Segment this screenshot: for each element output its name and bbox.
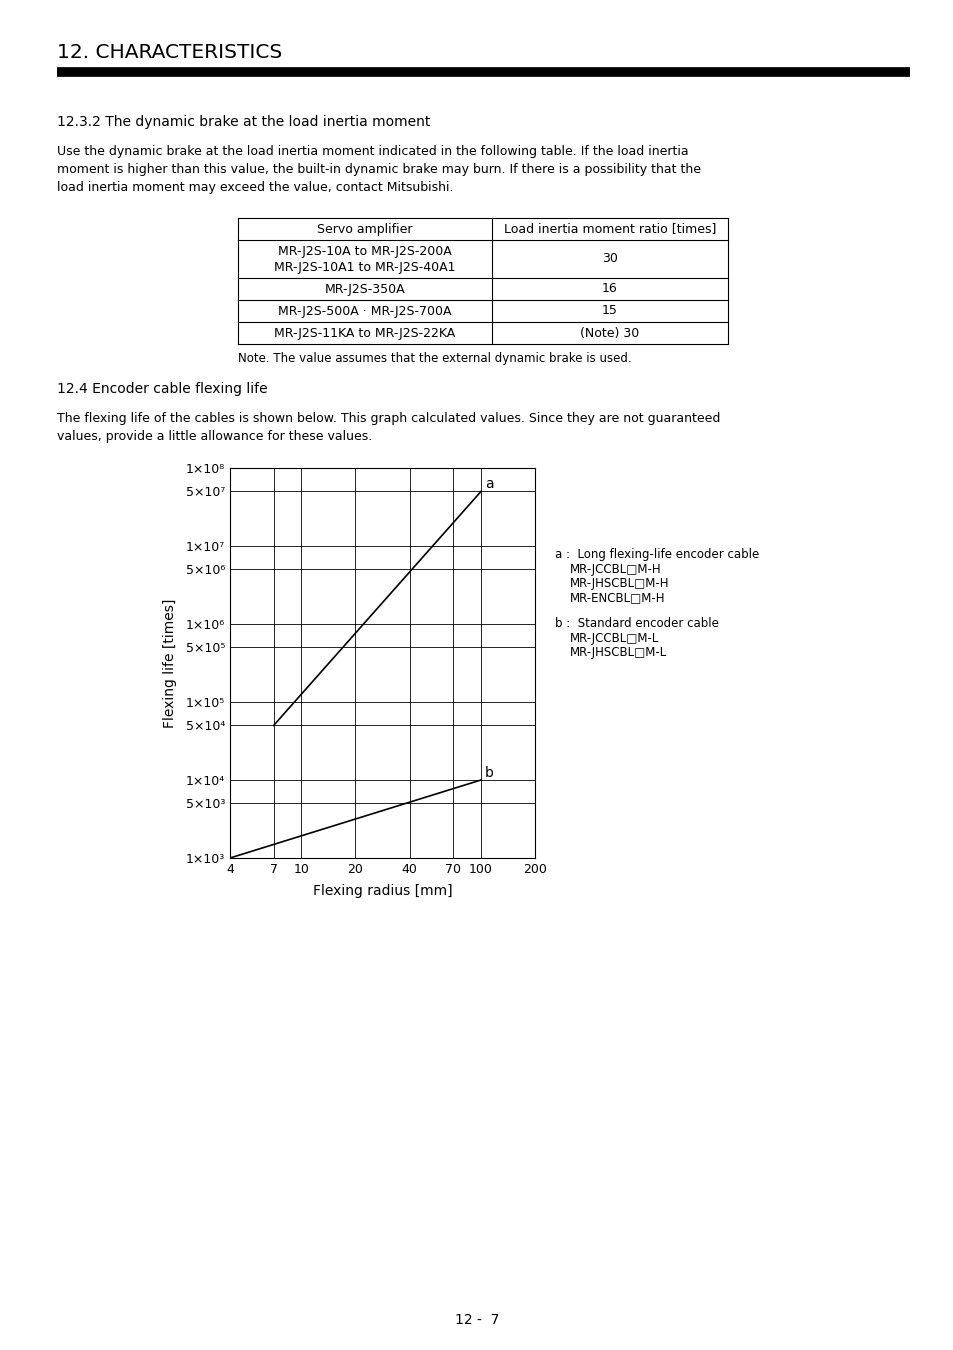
- Text: MR-J2S-500A · MR-J2S-700A: MR-J2S-500A · MR-J2S-700A: [278, 305, 452, 317]
- X-axis label: Flexing radius [mm]: Flexing radius [mm]: [313, 884, 452, 898]
- Text: load inertia moment may exceed the value, contact Mitsubishi.: load inertia moment may exceed the value…: [57, 181, 453, 194]
- Text: 30: 30: [601, 252, 618, 266]
- Text: Note. The value assumes that the external dynamic brake is used.: Note. The value assumes that the externa…: [237, 352, 631, 365]
- Text: 12.4 Encoder cable flexing life: 12.4 Encoder cable flexing life: [57, 382, 268, 396]
- Text: The flexing life of the cables is shown below. This graph calculated values. Sin: The flexing life of the cables is shown …: [57, 412, 720, 425]
- Text: 16: 16: [601, 282, 618, 296]
- Text: moment is higher than this value, the built-in dynamic brake may burn. If there : moment is higher than this value, the bu…: [57, 163, 700, 176]
- Text: MR-JHSCBL□M-L: MR-JHSCBL□M-L: [569, 647, 666, 659]
- Text: MR-J2S-10A to MR-J2S-200A: MR-J2S-10A to MR-J2S-200A: [278, 244, 452, 258]
- Text: (Note) 30: (Note) 30: [579, 327, 639, 339]
- Text: a :  Long flexing-life encoder cable: a : Long flexing-life encoder cable: [555, 548, 759, 562]
- Text: 12. CHARACTERISTICS: 12. CHARACTERISTICS: [57, 43, 282, 62]
- Text: Use the dynamic brake at the load inertia moment indicated in the following tabl: Use the dynamic brake at the load inerti…: [57, 144, 688, 158]
- Text: MR-JCCBL□M-L: MR-JCCBL□M-L: [569, 632, 659, 645]
- Text: MR-J2S-11KA to MR-J2S-22KA: MR-J2S-11KA to MR-J2S-22KA: [274, 327, 456, 339]
- Text: 12.3.2 The dynamic brake at the load inertia moment: 12.3.2 The dynamic brake at the load ine…: [57, 115, 430, 130]
- Y-axis label: Flexing life [times]: Flexing life [times]: [163, 598, 177, 728]
- Text: values, provide a little allowance for these values.: values, provide a little allowance for t…: [57, 431, 372, 443]
- Text: MR-JHSCBL□M-H: MR-JHSCBL□M-H: [569, 576, 669, 590]
- Text: Load inertia moment ratio [times]: Load inertia moment ratio [times]: [503, 223, 716, 235]
- Text: 15: 15: [601, 305, 618, 317]
- Text: b :  Standard encoder cable: b : Standard encoder cable: [555, 617, 719, 630]
- Text: MR-ENCBL□M-H: MR-ENCBL□M-H: [569, 591, 665, 603]
- Text: b: b: [484, 765, 493, 780]
- Text: MR-J2S-10A1 to MR-J2S-40A1: MR-J2S-10A1 to MR-J2S-40A1: [274, 261, 456, 274]
- Text: Servo amplifier: Servo amplifier: [317, 223, 413, 235]
- Text: 12 -  7: 12 - 7: [455, 1314, 498, 1327]
- Text: a: a: [484, 478, 493, 491]
- Text: MR-JCCBL□M-H: MR-JCCBL□M-H: [569, 563, 661, 576]
- Text: MR-J2S-350A: MR-J2S-350A: [324, 282, 405, 296]
